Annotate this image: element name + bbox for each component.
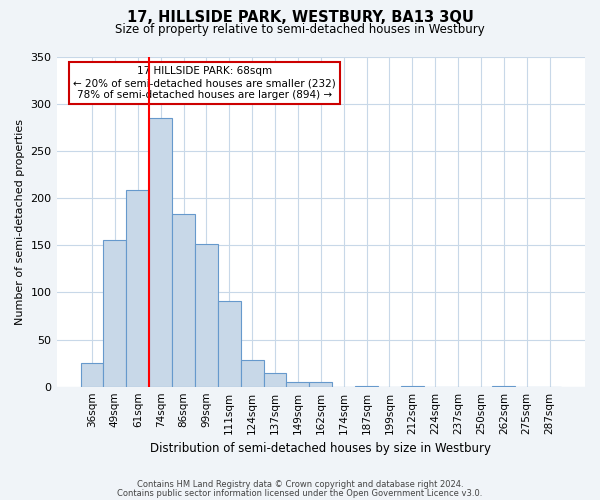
Bar xyxy=(80,363,103,386)
X-axis label: Distribution of semi-detached houses by size in Westbury: Distribution of semi-detached houses by … xyxy=(150,442,491,455)
Bar xyxy=(127,190,149,386)
Bar xyxy=(172,214,195,386)
Text: Contains public sector information licensed under the Open Government Licence v3: Contains public sector information licen… xyxy=(118,488,482,498)
Bar xyxy=(149,118,172,386)
Text: Contains HM Land Registry data © Crown copyright and database right 2024.: Contains HM Land Registry data © Crown c… xyxy=(137,480,463,489)
Text: 17, HILLSIDE PARK, WESTBURY, BA13 3QU: 17, HILLSIDE PARK, WESTBURY, BA13 3QU xyxy=(127,10,473,25)
Bar xyxy=(310,382,332,386)
Bar xyxy=(103,240,127,386)
Y-axis label: Number of semi-detached properties: Number of semi-detached properties xyxy=(15,118,25,324)
Text: 17 HILLSIDE PARK: 68sqm
← 20% of semi-detached houses are smaller (232)
78% of s: 17 HILLSIDE PARK: 68sqm ← 20% of semi-de… xyxy=(73,66,336,100)
Text: Size of property relative to semi-detached houses in Westbury: Size of property relative to semi-detach… xyxy=(115,22,485,36)
Bar xyxy=(218,301,241,386)
Bar xyxy=(286,382,310,386)
Bar xyxy=(263,374,286,386)
Bar xyxy=(241,360,263,386)
Bar xyxy=(195,244,218,386)
